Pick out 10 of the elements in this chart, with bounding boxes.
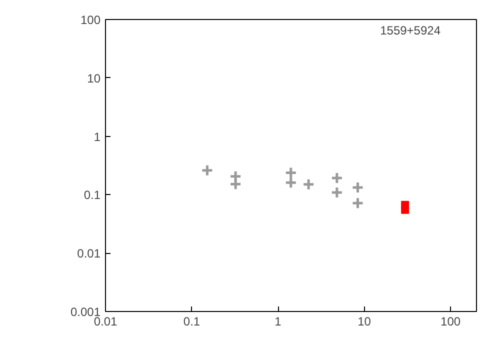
y-tick-label: 0.01	[77, 246, 101, 261]
y-tick-label: 1	[94, 130, 101, 144]
x-tick-label: 1	[274, 314, 282, 328]
x-tick-label: 100	[440, 314, 461, 328]
x-tick-label: 10	[358, 314, 372, 328]
y-tick-label: 100	[80, 13, 101, 27]
annotation: 1559+5924	[380, 24, 441, 38]
y-tick-label: 10	[87, 71, 101, 86]
x-tick-label: 0.1	[183, 314, 200, 328]
y-tick-label: 0.1	[84, 188, 101, 202]
